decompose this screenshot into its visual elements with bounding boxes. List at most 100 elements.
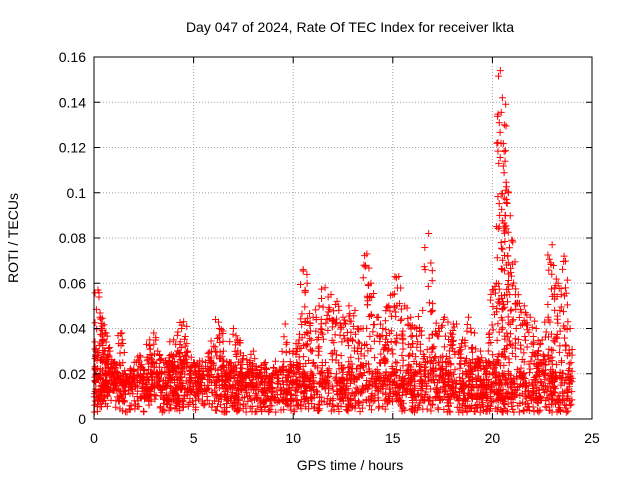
data-point — [329, 316, 337, 324]
data-point — [306, 346, 314, 354]
data-point — [533, 395, 541, 403]
data-point — [428, 343, 436, 351]
data-point — [474, 367, 482, 375]
data-point — [111, 379, 119, 387]
data-point — [545, 407, 553, 415]
data-point — [545, 358, 553, 366]
data-point — [290, 408, 298, 416]
data-point — [233, 352, 241, 360]
data-point — [432, 352, 440, 360]
data-point — [392, 339, 400, 347]
data-point — [453, 403, 461, 411]
data-point — [218, 352, 226, 360]
data-point — [437, 354, 445, 362]
data-point — [361, 341, 369, 349]
data-point — [518, 356, 526, 364]
data-point — [465, 380, 473, 388]
data-point — [510, 279, 518, 287]
data-point — [350, 322, 358, 330]
data-point — [442, 332, 450, 340]
data-point — [499, 305, 507, 313]
data-point — [401, 385, 409, 393]
data-point — [338, 338, 346, 346]
data-point — [287, 390, 295, 398]
data-point — [147, 388, 155, 396]
data-point — [309, 371, 317, 379]
data-point — [134, 387, 142, 395]
data-point — [446, 354, 454, 362]
data-point — [475, 359, 483, 367]
data-point — [315, 393, 323, 401]
data-point — [366, 332, 374, 340]
data-point — [544, 351, 552, 359]
data-point — [120, 370, 128, 378]
data-point — [496, 299, 504, 307]
data-point — [514, 291, 522, 299]
data-point — [407, 325, 415, 333]
data-point — [502, 178, 510, 186]
data-point — [504, 319, 512, 327]
data-point — [471, 401, 479, 409]
data-point — [563, 276, 571, 284]
data-point — [342, 393, 350, 401]
data-point — [337, 352, 345, 360]
data-point — [546, 318, 554, 326]
data-point — [325, 365, 333, 373]
data-point — [200, 401, 208, 409]
data-point — [302, 341, 310, 349]
data-point — [244, 397, 252, 405]
data-point — [239, 379, 247, 387]
data-point — [505, 270, 513, 278]
data-point — [477, 404, 485, 412]
data-point — [416, 340, 424, 348]
data-point — [145, 393, 153, 401]
data-point — [502, 199, 510, 207]
data-point — [456, 364, 464, 372]
data-point — [554, 319, 562, 327]
data-point — [397, 284, 405, 292]
data-point — [91, 319, 99, 327]
data-point — [456, 373, 464, 381]
data-point — [455, 349, 463, 357]
data-point — [301, 303, 309, 311]
data-point — [396, 367, 404, 375]
data-point — [553, 361, 561, 369]
data-point — [293, 396, 301, 404]
data-point — [544, 301, 552, 309]
data-point — [557, 381, 565, 389]
data-point — [463, 408, 471, 416]
data-point — [252, 395, 260, 403]
data-point — [370, 321, 378, 329]
data-point — [528, 379, 536, 387]
data-point — [166, 404, 174, 412]
data-point — [319, 330, 327, 338]
data-point — [456, 387, 464, 395]
data-point — [493, 336, 501, 344]
data-point — [365, 368, 373, 376]
data-point — [246, 365, 254, 373]
data-point — [392, 390, 400, 398]
data-point — [528, 353, 536, 361]
data-point — [521, 383, 529, 391]
data-point — [278, 386, 286, 394]
data-point — [139, 373, 147, 381]
data-point — [515, 313, 523, 321]
data-point — [501, 157, 509, 165]
data-point — [541, 355, 549, 363]
data-point — [216, 339, 224, 347]
data-point — [146, 345, 154, 353]
data-point — [338, 375, 346, 383]
data-point — [345, 302, 353, 310]
data-point — [463, 327, 471, 335]
data-point — [430, 367, 438, 375]
data-point — [450, 377, 458, 385]
data-point — [471, 408, 479, 416]
data-point — [505, 244, 513, 252]
data-point — [557, 358, 565, 366]
data-point — [408, 332, 416, 340]
data-point — [358, 345, 366, 353]
data-point — [226, 338, 234, 346]
data-point — [393, 334, 401, 342]
data-point — [102, 400, 110, 408]
data-point — [445, 393, 453, 401]
